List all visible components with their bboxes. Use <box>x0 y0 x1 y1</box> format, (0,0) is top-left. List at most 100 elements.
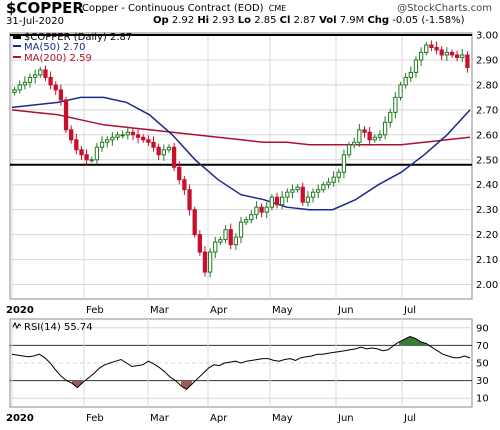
candle-body <box>346 144 352 156</box>
candle-body <box>125 131 130 136</box>
rsi-oversold-fill <box>72 380 83 388</box>
candle-body <box>434 46 439 51</box>
price-x-label: Feb <box>86 305 104 316</box>
candle-body <box>12 89 17 93</box>
candle-body <box>213 241 218 253</box>
candle-body <box>243 219 249 223</box>
candle-body <box>454 54 460 58</box>
rsi-legend: RSI(14) 55.74 <box>12 321 93 333</box>
price-y-tick-label: 2.70 <box>476 105 498 116</box>
candle-body <box>449 51 455 56</box>
volume-value: 7.9M <box>339 15 365 26</box>
candle-body <box>171 146 177 168</box>
price-grid <box>10 33 472 299</box>
candle-body <box>120 134 125 137</box>
change-value: -0.05 (-1.58%) <box>392 15 465 26</box>
candle-body <box>79 149 84 156</box>
high-value: 2.93 <box>212 15 235 26</box>
price-x-label: Apr <box>210 305 228 316</box>
legend-price-text: $COPPER (Daily) 2.87 <box>24 32 132 43</box>
close-label: Cl <box>279 15 291 26</box>
price-y-tick-label: 2.80 <box>476 80 498 91</box>
candle-body <box>63 99 69 131</box>
rsi-line-group <box>11 336 471 391</box>
price-y-tick-label: 2.60 <box>476 130 498 141</box>
candle-body <box>22 81 28 86</box>
price-y-ticks: 3.00 2.90 2.80 2.70 2.60 2.50 2.40 2.30 2.20 2.10… <box>476 31 498 292</box>
legend-ma50-text: MA(50) 2.70 <box>24 42 85 53</box>
candle-body <box>197 234 202 253</box>
candle-body <box>84 154 89 161</box>
candle-body <box>146 139 151 143</box>
candle-body <box>429 44 434 48</box>
rsi-x-label: Apr <box>210 413 228 424</box>
price-y-tick-label: 2.50 <box>476 155 498 166</box>
ohlc-values: Op 2.92 Hi 2.93 Lo 2.85 Cl 2.87 Vol 7.9M… <box>153 15 465 26</box>
rsi-x-label: Mar <box>150 413 170 424</box>
contract-description: Copper - Continuous Contract (EOD) CME <box>82 3 286 14</box>
rsi-y-ticks: 90 70 50 30 10 <box>476 323 489 404</box>
rsi-x-label: Jun <box>337 413 354 424</box>
candle-body <box>182 179 187 191</box>
change-label: Chg <box>367 15 390 26</box>
candle-body <box>110 136 115 141</box>
candle-body <box>233 236 239 246</box>
candle-body <box>295 186 300 191</box>
description-text: Copper - Continuous Contract (EOD) <box>82 3 264 14</box>
watermark: @StockCharts.com <box>397 3 492 14</box>
ma50-group <box>11 96 471 211</box>
candle-body <box>388 111 393 123</box>
candle-body <box>341 154 347 173</box>
rsi-line <box>11 336 471 391</box>
low-label: Lo <box>237 15 251 26</box>
candle-body <box>74 139 79 151</box>
candle-body <box>331 176 336 183</box>
candle-body <box>17 84 22 91</box>
rsi-x-label: Feb <box>86 413 104 424</box>
rsi-x-label: May <box>272 413 293 424</box>
legend-swatch-price <box>13 35 21 39</box>
candle-body <box>336 171 341 178</box>
exchange-text: CME <box>268 4 287 13</box>
candle-body <box>382 121 388 136</box>
candle-body <box>398 84 403 98</box>
candle-body <box>310 191 316 198</box>
price-x-labels: 2020 Feb Mar Apr May Jun Jul <box>6 305 416 316</box>
candle-body <box>43 69 48 78</box>
candle-body <box>223 229 228 241</box>
rsi-y-tick-label: 30 <box>476 376 489 387</box>
candle-body <box>316 189 321 193</box>
candle-body <box>202 251 208 273</box>
symbol-title: $COPPER <box>6 0 84 17</box>
candle-body <box>424 44 429 53</box>
candle-body <box>377 134 383 138</box>
candle-body <box>238 221 244 238</box>
candle-body <box>465 54 470 68</box>
candle-body <box>321 184 326 191</box>
candle-body <box>192 209 197 236</box>
candle-body <box>326 181 331 186</box>
candle-body <box>393 96 398 113</box>
rsi-y-tick-label: 70 <box>476 341 489 352</box>
candle-body <box>367 131 372 141</box>
close-value: 2.87 <box>293 15 316 26</box>
candle-body <box>259 206 264 213</box>
candle-body <box>228 229 233 246</box>
candle-body <box>69 129 74 141</box>
rsi-x-labels: 2020 Feb Mar Apr May Jun Jul <box>6 413 416 424</box>
rsi-x-label: 2020 <box>6 413 34 424</box>
price-y-tick-label: 2.90 <box>476 55 498 66</box>
rsi-x-label: Jul <box>403 413 416 424</box>
candle-body <box>413 59 419 73</box>
ma200-line <box>11 109 471 146</box>
candle-body <box>290 189 295 193</box>
candle-body <box>300 186 305 203</box>
candle-body <box>207 251 213 273</box>
price-x-label: Jun <box>337 305 354 316</box>
price-x-label: 2020 <box>6 305 34 316</box>
high-label: Hi <box>197 15 210 26</box>
candle-body <box>48 76 53 86</box>
rsi-panel: 90 70 50 30 10 2020 Feb Mar Apr May Jun Jul <box>6 318 489 424</box>
ma200-group <box>11 109 471 146</box>
